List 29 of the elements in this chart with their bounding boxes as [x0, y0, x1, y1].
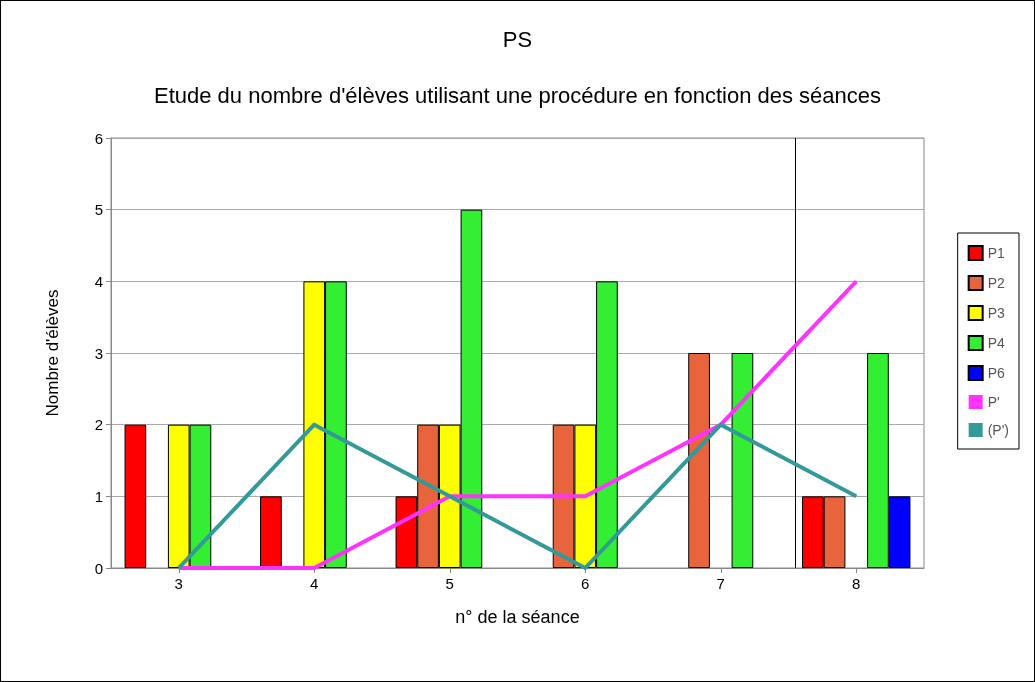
- x-tick-label: 5: [445, 575, 454, 592]
- legend-label: P': [987, 394, 1000, 410]
- bar: [688, 353, 710, 568]
- bar: [260, 496, 282, 568]
- bar: [731, 353, 754, 568]
- y-axis-title: Nombre d'élèves: [43, 289, 62, 417]
- line-series: [176, 279, 859, 570]
- chart-subtitle: Etude du nombre d'élèves utilisant une procédure en fonction des séances: [153, 82, 882, 108]
- x-tick-label: 4: [310, 575, 319, 592]
- legend-label: (P'): [987, 422, 1010, 438]
- y-tick-label: 4: [94, 272, 103, 290]
- y-tick-label: 6: [94, 129, 103, 147]
- legend-label: P6: [987, 365, 1005, 381]
- x-tick-label: 8: [852, 575, 861, 592]
- legend-label: P1: [987, 245, 1005, 261]
- bar: [124, 424, 147, 568]
- y-tick-label: 2: [94, 416, 103, 434]
- y-tick-label: 5: [94, 201, 103, 219]
- y-tick-label: 0: [94, 559, 103, 577]
- x-axis-title: n° de la séance: [455, 607, 580, 627]
- x-tick-label: 6: [581, 575, 590, 592]
- y-tick-label: 3: [94, 344, 103, 362]
- x-tick-label: 3: [174, 575, 183, 592]
- legend-label: P4: [987, 335, 1005, 351]
- chart-title: PS: [502, 26, 533, 52]
- x-tick-label: 7: [716, 575, 725, 592]
- legend-label: P3: [987, 305, 1005, 321]
- y-tick-label: 1: [94, 487, 103, 505]
- legend-label: P2: [987, 275, 1005, 291]
